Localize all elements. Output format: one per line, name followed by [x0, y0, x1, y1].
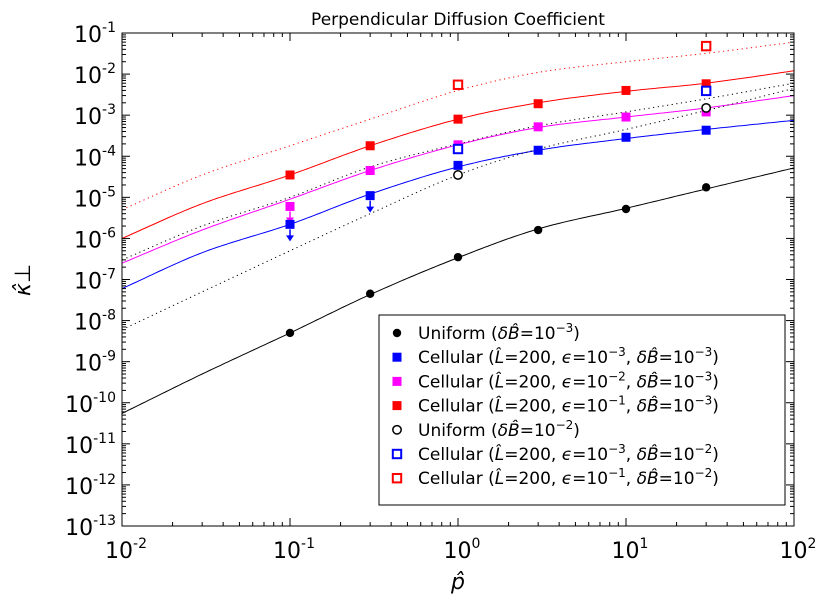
legend-label: Uniform (δB̂=10−2): [418, 418, 580, 441]
legend-label: Cellular (L̂=200, ϵ=10−2, δB̂=10−3): [418, 369, 719, 392]
data-point-series-0: [533, 225, 543, 235]
x-tick-label: 101: [612, 536, 649, 564]
y-tick-label: 10-3: [74, 102, 116, 130]
legend-label: Uniform (δB̂=10−3): [418, 321, 580, 344]
legend-label: Cellular (L̂=200, ϵ=10−3, δB̂=10−3): [418, 345, 719, 368]
data-point-series-3: [365, 141, 375, 151]
data-point-series-1: [621, 132, 631, 142]
data-point-series-0: [701, 183, 711, 192]
x-tick-label: 102: [780, 536, 817, 564]
data-point-series-4: [453, 170, 463, 180]
chart-title: Perpendicular Diffusion Coefficient: [311, 10, 605, 30]
x-tick-label: 100: [444, 536, 481, 564]
legend-marker: [392, 328, 402, 338]
data-point-series-2: [621, 112, 631, 122]
legend-item: Cellular (L̂=200, ϵ=10−1, δB̂=10−3): [392, 394, 719, 417]
data-point-series-1: [701, 125, 711, 135]
data-point-series-0: [621, 204, 631, 214]
y-tick-label: 10-4: [74, 143, 116, 171]
y-tick-label: 10-5: [74, 184, 116, 212]
y-tick-label: 10-2: [74, 61, 116, 89]
data-point-series-5: [452, 143, 464, 155]
data-point-series-1: [365, 191, 375, 201]
y-tick-label: 10-13: [65, 513, 116, 541]
y-axis-label: κ̂⊥: [11, 264, 36, 296]
data-point-series-0: [453, 252, 463, 262]
x-axis-label: p̂: [450, 570, 465, 595]
legend-marker: [392, 352, 402, 362]
legend-label: Cellular (L̂=200, ϵ=10−1, δB̂=10−2): [418, 466, 719, 489]
upper-limit-arrow: [286, 229, 294, 242]
axis-ticks: 10-2 10-1 100 101 102 10-13 10-12 10-11 10-10 10-…: [65, 20, 816, 564]
legend-label: Cellular (L̂=200, ϵ=10−1, δB̂=10−3): [418, 394, 719, 417]
data-point-series-3: [621, 85, 631, 95]
y-tick-label: 10-11: [65, 431, 116, 459]
plot-frame: [121, 32, 795, 527]
y-tick-label: 10-12: [65, 472, 116, 500]
data-point-series-2: [365, 165, 375, 175]
y-tick-label: 10-7: [74, 267, 116, 295]
legend-marker: [392, 376, 402, 386]
y-tick-label: 10-10: [65, 390, 116, 418]
legend-marker: [391, 448, 403, 460]
legend-marker: [391, 473, 403, 484]
data-point-series-3: [701, 79, 711, 89]
data-point-series-6: [700, 40, 712, 52]
data-point-series-1: [533, 145, 543, 155]
legend-item: Cellular (L̂=200, ϵ=10−1, δB̂=10−2): [391, 466, 719, 489]
data-point-series-5: [700, 85, 712, 97]
data-point-series-4: [701, 102, 712, 113]
y-tick-label: 10-9: [74, 349, 116, 377]
legend-item: Cellular (L̂=200, ϵ=10−3, δB̂=10−2): [391, 442, 719, 465]
data-point-series-0: [365, 289, 375, 298]
data-point-series-2: [533, 122, 543, 132]
legend-item: Uniform (δB̂=10−2): [392, 418, 580, 441]
legend-marker: [392, 401, 402, 411]
legend-label: Cellular (L̂=200, ϵ=10−3, δB̂=10−2): [418, 442, 719, 465]
legend-marker: [392, 424, 402, 435]
data-point-series-6: [452, 79, 464, 90]
data-points: [285, 40, 712, 338]
y-tick-label: 10-8: [74, 308, 116, 336]
data-point-series-1: [285, 219, 295, 229]
x-tick-label: 10-2: [105, 536, 147, 564]
x-tick-label: 10-1: [273, 536, 315, 564]
data-point-series-3: [533, 99, 543, 109]
data-point-series-0: [285, 328, 295, 338]
legend-item: Uniform (δB̂=10−3): [392, 321, 580, 344]
data-point-series-3: [285, 170, 295, 180]
y-tick-label: 10-1: [74, 20, 116, 48]
legend-item: Cellular (L̂=200, ϵ=10−2, δB̂=10−3): [392, 369, 719, 392]
data-point-series-3: [453, 114, 463, 124]
legend-box: [378, 314, 786, 506]
data-point-series-1: [453, 160, 463, 170]
legend: Uniform (δB̂=10−3)Cellular (L̂=200, ϵ=10…: [378, 314, 786, 506]
y-tick-label: 10-6: [74, 225, 116, 253]
data-point-series-2: [285, 201, 295, 211]
legend-item: Cellular (L̂=200, ϵ=10−3, δB̂=10−3): [392, 345, 719, 368]
fit-curve-cellular-e3-b2-fit: [121, 82, 795, 261]
upper-limit-arrow: [366, 200, 375, 213]
fit-curve-cellular-e1-b2-fit: [121, 41, 795, 211]
